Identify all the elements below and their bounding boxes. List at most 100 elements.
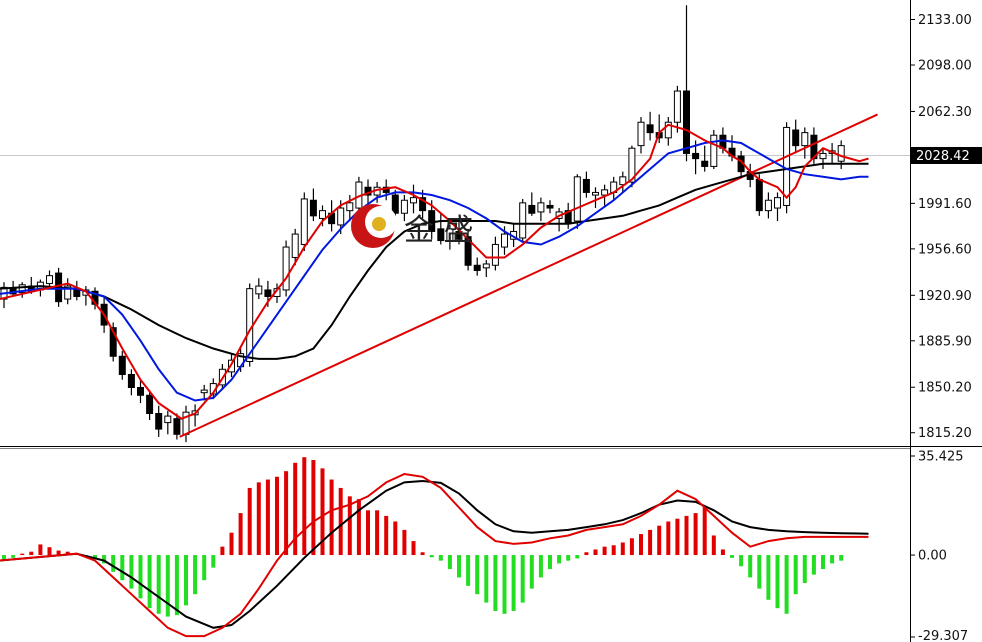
candle — [127, 369, 135, 396]
histogram-bar — [629, 538, 634, 556]
candle — [155, 405, 163, 437]
candle — [464, 228, 472, 271]
histogram-bar — [338, 487, 343, 556]
histogram-bar — [293, 462, 298, 556]
histogram-bar — [702, 507, 707, 556]
candle-body — [819, 152, 827, 160]
candle — [391, 189, 399, 219]
candle-body — [592, 191, 599, 196]
candle — [491, 236, 499, 271]
histogram-bar — [593, 549, 598, 556]
histogram-bar — [347, 496, 352, 556]
histogram-bar — [757, 555, 762, 589]
candle-body — [309, 199, 317, 217]
histogram-bar — [275, 476, 279, 556]
histogram-bar — [839, 555, 844, 561]
price-tick-label: 1815.20 — [918, 426, 972, 441]
histogram-bar — [65, 551, 70, 556]
candle — [46, 270, 53, 289]
histogram-bar — [193, 555, 198, 595]
candle-body — [473, 264, 481, 271]
histogram-bar — [557, 555, 562, 564]
indicator-line-black — [0, 479, 869, 629]
histogram-bar — [384, 515, 389, 556]
candle-body — [491, 243, 499, 266]
histogram-bar — [111, 555, 116, 572]
candle-body — [683, 90, 690, 154]
candle-body — [637, 121, 645, 147]
candle-body — [692, 152, 700, 160]
candle-body — [801, 132, 809, 147]
histogram-bar — [830, 555, 835, 564]
candle — [519, 198, 527, 242]
histogram-bar — [174, 555, 179, 616]
histogram-bar — [666, 521, 671, 556]
candle-body — [400, 199, 408, 214]
histogram-bar — [511, 555, 516, 611]
histogram-bar — [538, 555, 543, 578]
histogram-bar — [211, 555, 216, 568]
indicator-tick-label: -29.307 — [918, 629, 968, 642]
candle-body — [255, 285, 263, 295]
candle-body — [164, 415, 172, 424]
histogram-bar — [56, 550, 61, 556]
histogram-bar — [730, 555, 734, 558]
candle — [109, 322, 117, 362]
histogram-bar — [11, 555, 16, 558]
histogram-bar — [247, 487, 252, 556]
histogram-bar — [202, 555, 207, 581]
candle-body — [127, 373, 135, 388]
histogram-bar — [393, 521, 398, 556]
histogram-bar — [329, 479, 334, 556]
histogram-bar — [184, 555, 188, 606]
histogram-bar — [784, 555, 789, 614]
moving-average-fast — [0, 123, 869, 420]
histogram-bar — [475, 555, 480, 595]
candle — [146, 390, 154, 420]
price-tick-label: 2098.00 — [918, 59, 972, 74]
histogram-bar — [165, 555, 170, 617]
candle — [173, 413, 181, 440]
candle — [482, 260, 490, 277]
current-price-box — [911, 146, 982, 164]
histogram-bar — [129, 555, 134, 589]
candle-body — [346, 202, 354, 212]
candlestick-series — [0, 5, 845, 443]
histogram-bar — [20, 553, 25, 556]
moving-average-slow — [0, 162, 869, 360]
histogram-bar — [457, 555, 461, 578]
histogram-bar — [821, 555, 825, 570]
candle-body — [701, 160, 709, 167]
candle — [400, 195, 408, 222]
histogram-bar — [411, 541, 416, 556]
trendline — [179, 113, 879, 438]
candle — [619, 171, 627, 193]
candle — [546, 200, 554, 214]
histogram-bar — [302, 457, 307, 556]
price-tick-label: 1850.20 — [918, 381, 972, 396]
candle-body — [482, 263, 490, 269]
candle-body — [764, 199, 772, 212]
histogram-bar — [693, 513, 698, 556]
candle-body — [337, 207, 345, 226]
histogram-bar — [47, 547, 52, 556]
histogram-bar — [811, 555, 816, 575]
candle-body — [446, 228, 454, 242]
histogram-bar — [775, 555, 780, 609]
histogram-bar — [566, 555, 571, 561]
candle — [319, 205, 326, 227]
candle-body — [109, 327, 117, 357]
candle-body — [464, 236, 472, 266]
candle — [437, 213, 445, 245]
candle — [592, 187, 599, 209]
histogram-bar — [748, 555, 753, 578]
candle — [764, 192, 772, 219]
histogram-bar — [147, 555, 152, 609]
candle-body — [300, 198, 308, 245]
price-tick-label: 1991.60 — [918, 197, 972, 212]
histogram-bar — [93, 555, 97, 559]
candle-body — [64, 285, 72, 300]
histogram-bar — [466, 555, 471, 586]
candle — [537, 197, 545, 222]
candle — [792, 119, 800, 154]
